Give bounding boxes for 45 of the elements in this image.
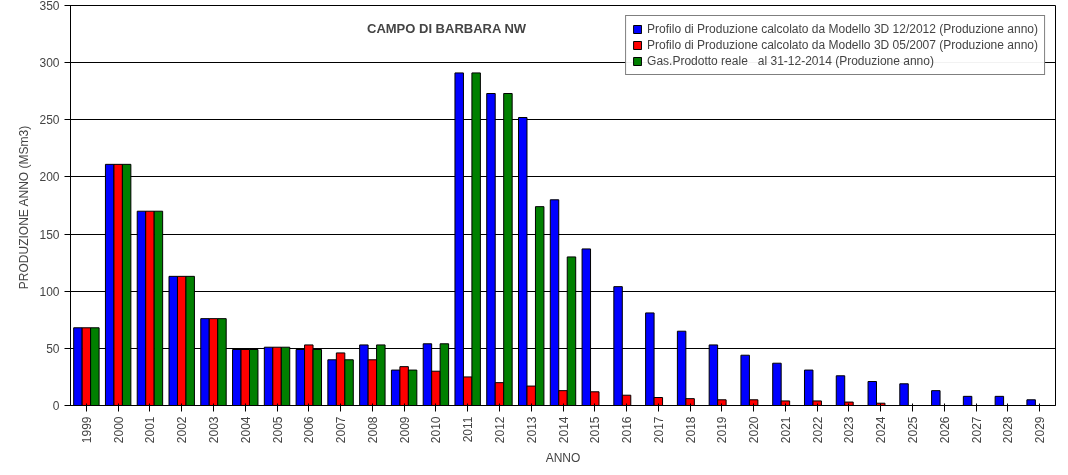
y-tick-label: 200 (39, 170, 60, 185)
x-tick-label: 2014 (556, 416, 571, 444)
x-tick-label: 2026 (937, 416, 952, 444)
y-tick-label: 300 (39, 56, 60, 71)
x-tick-label: 2001 (143, 416, 158, 444)
x-tick-label: 2019 (715, 416, 730, 444)
x-tick-label: 2018 (683, 416, 698, 444)
x-tick-label: 2008 (365, 416, 380, 444)
x-tick-label: 2015 (588, 416, 603, 444)
y-tick-label: 50 (46, 341, 60, 356)
x-tick-label: 1999 (79, 416, 94, 444)
x-tick-label: 2013 (524, 416, 539, 444)
x-tick-label: 2011 (461, 416, 476, 443)
x-tick-label: 2024 (874, 416, 889, 444)
x-tick-label: 2017 (651, 416, 666, 444)
y-tick-label: 350 (39, 0, 60, 13)
y-tick-label: 0 (52, 399, 60, 413)
text: CAMPO DI BARBARA NW (367, 20, 527, 36)
y-tick-label: 100 (39, 284, 60, 299)
y-tick-label: 250 (39, 113, 60, 128)
x-tick-label: 2025 (906, 416, 921, 444)
x-axis-title: ANNO (545, 451, 581, 466)
legend-label: Gas.Prodotto reale al 31-12-2014 (Produzione anno) (647, 54, 934, 68)
x-tick-label: 2029 (1033, 416, 1048, 444)
x-tick-label: 2021 (778, 416, 793, 444)
legend-label: Profilo di Produzione calcolato da Modello 3D 12/2012 (Produzione anno) (647, 22, 1038, 36)
legend-label: Profilo di Produzione calcolato da Modello 3D 05/2007 (Produzione anno) (647, 38, 1038, 52)
x-tick-label: 2004 (238, 416, 253, 444)
y-axis-title: PRODUZIONE ANNO (MSm3) (17, 125, 32, 290)
x-tick-label: 2002 (175, 416, 190, 444)
x-tick-label: 2010 (429, 416, 444, 444)
x-tick-label: 2006 (302, 416, 317, 444)
x-tick-label: 2016 (620, 416, 635, 444)
x-tick-label: 2009 (397, 416, 412, 444)
y-tick-label: 150 (39, 227, 60, 242)
x-tick-label: 2022 (810, 416, 825, 444)
x-tick-label: 2005 (270, 416, 285, 444)
x-tick-label: 2020 (747, 416, 762, 444)
x-tick-label: 2027 (969, 416, 984, 444)
x-tick-label: 2012 (492, 416, 507, 444)
x-tick-label: 2000 (111, 416, 126, 444)
x-tick-label: 2028 (1001, 416, 1016, 444)
x-tick-label: 2007 (334, 416, 349, 444)
x-tick-label: 2003 (206, 416, 221, 444)
x-tick-label: 2023 (842, 416, 857, 444)
